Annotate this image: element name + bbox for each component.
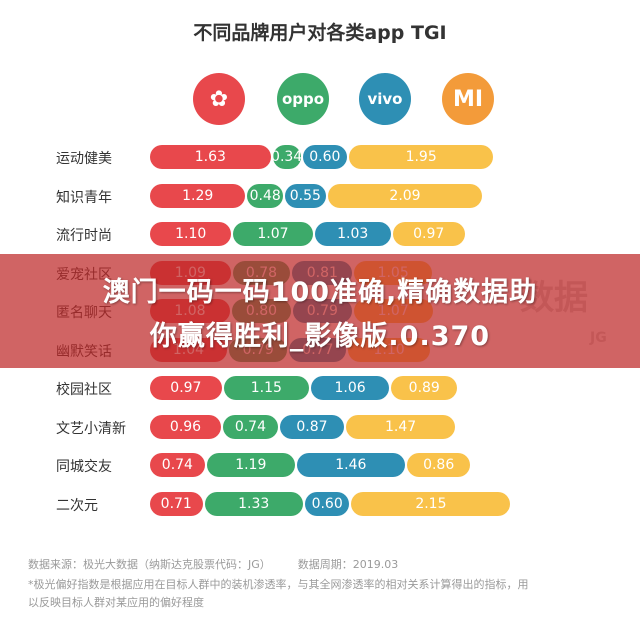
bar-oppo-0: 0.34 [271,145,303,169]
vivo-logo-text: vivo [367,90,403,108]
bar-oppo-6: 1.15 [223,376,309,400]
bar-value-label: 1.07 [257,226,289,242]
bar-oppo-9: 1.33 [204,491,303,516]
huawei-logo: ✿ [193,73,245,125]
footnote-line-2: 以反映目标人群对某应用的偏好程度 [28,596,204,609]
oppo-logo-text: oppo [281,90,325,108]
bar-value-label: 0.60 [311,495,343,512]
bar-华为-9: 0.71 [150,491,203,516]
bar-value-label: 1.15 [250,380,282,396]
bar-value-label: 1.47 [384,418,417,435]
bar-value-label: 1.06 [334,380,366,396]
bar-华为-7: 0.96 [150,414,222,439]
banner-line-1: 澳门一码一码100准确,精确数据助 [102,277,538,308]
category-label: 二次元 [56,497,98,514]
bar-value-label: 0.96 [169,418,202,435]
mi-logo: MI [442,73,494,125]
bar-value-label: 0.97 [413,226,445,242]
bar-MI-7: 1.47 [346,414,455,439]
category-label: 运动健美 [56,151,112,167]
bar-vivo-0: 0.60 [302,145,347,169]
bar-value-label: 1.10 [175,226,207,242]
bar-oppo-7: 0.74 [223,414,278,439]
bar-value-label: 1.33 [238,495,270,512]
category-label: 同城交友 [56,459,112,475]
bar-value-label: 0.86 [423,457,455,473]
bar-value-label: 0.60 [309,149,341,165]
bar-华为-8: 0.74 [150,453,205,477]
huawei-logo-text: ✿ [209,86,229,112]
bar-value-label: 2.15 [415,495,447,512]
bar-value-label: 0.71 [160,495,192,512]
bar-华为-1: 1.29 [150,183,246,208]
bar-value-label: 0.89 [408,380,440,396]
bar-华为-2: 1.10 [150,222,232,246]
bar-value-label: 0.74 [234,418,266,435]
bar-value-label: 2.09 [389,187,421,204]
bar-value-label: 1.95 [405,149,437,165]
mi-logo-text: MI [452,86,484,112]
bar-value-label: 0.97 [170,380,202,396]
bar-vivo-7: 0.87 [279,414,345,439]
category-label: 知识青年 [56,189,112,206]
chart-title: 不同品牌用户对各类app TGI [193,22,447,44]
bar-vivo-8: 1.46 [296,453,405,477]
bar-vivo-9: 0.60 [304,491,350,516]
category-label: 文艺小清新 [56,420,126,437]
bar-value-label: 0.87 [296,418,328,435]
bar-MI-0: 1.95 [349,145,494,169]
bar-value-label: 0.34 [271,149,303,165]
period-text: 数据周期：2019.03 [297,558,399,571]
category-label: 流行时尚 [56,228,112,244]
bar-value-label: 0.55 [289,187,321,204]
bar-value-label: 1.19 [235,457,267,473]
footnote-line-1: *极光偏好指数是根据应用在目标人群中的装机渗透率，与其全网渗透率的相对关系计算得… [28,578,529,591]
bar-oppo-1: 0.48 [247,183,283,208]
oppo-logo: oppo [277,73,329,125]
bar-value-label: 1.63 [194,149,226,165]
bar-华为-0: 1.63 [150,145,271,169]
bar-value-label: 1.46 [335,457,367,473]
bar-value-label: 0.74 [161,457,193,473]
vivo-logo: vivo [359,73,411,125]
data-source: 数据来源：极光大数据（纳斯达克股票代码：JG） 数据周期：2019.03 [28,556,398,572]
overlay-banner [0,254,640,368]
bar-value-label: 1.03 [337,226,369,242]
bar-vivo-1: 0.55 [284,183,326,208]
bar-oppo-8: 1.19 [206,453,295,477]
bar-华为-6: 0.97 [150,376,222,400]
bar-MI-6: 0.89 [391,376,458,400]
bar-MI-8: 0.86 [406,453,471,477]
bar-MI-9: 2.15 [351,491,511,516]
bar-oppo-2: 1.07 [233,222,313,246]
source-text: 数据来源：极光大数据（纳斯达克股票代码：JG） [28,558,271,571]
bar-vivo-6: 1.06 [310,376,390,400]
bar-MI-1: 2.09 [327,183,483,208]
bar-vivo-2: 1.03 [314,222,391,246]
bar-MI-2: 0.97 [392,222,465,246]
bar-value-label: 1.29 [182,187,214,204]
category-label: 校园社区 [56,382,112,398]
banner-line-2: 你赢得胜利_影像版.0.370 [149,321,491,352]
bar-value-label: 0.48 [249,187,281,204]
